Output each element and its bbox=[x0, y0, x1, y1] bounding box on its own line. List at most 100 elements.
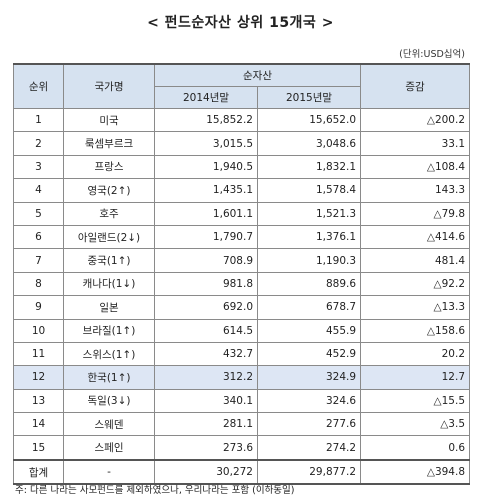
header-2015: 2015년말 bbox=[256, 86, 362, 109]
fund-assets-table: 순위 국가명 순자산 증감 2014년말 2015년말 1 미국 15,852.2 1… bbox=[13, 63, 471, 486]
value-2014-cell: 1,435.1 bbox=[154, 178, 258, 203]
header-net-assets: 순자산 bbox=[153, 63, 362, 87]
country-cell: 아일랜드(2↓) bbox=[63, 224, 155, 250]
rank-cell: 12 bbox=[13, 365, 64, 390]
change-cell: 12.7 bbox=[360, 365, 471, 390]
rank-cell: 6 bbox=[13, 224, 64, 250]
value-2015-cell: 889.6 bbox=[256, 271, 362, 297]
total-country-cell: - bbox=[63, 458, 155, 486]
value-2014-cell: 1,601.1 bbox=[154, 201, 258, 226]
value-2014-cell: 614.5 bbox=[154, 318, 258, 343]
unit-label: (단위:USD십억) bbox=[399, 49, 465, 60]
value-2015-cell: 274.2 bbox=[256, 435, 362, 461]
value-2015-cell: 277.6 bbox=[256, 412, 362, 437]
change-cell: △108.4 bbox=[360, 154, 471, 180]
footnote: 주: 다른 나라는 사모펀드를 제외하였으나, 우리나라는 포함 (이하동일) bbox=[15, 485, 295, 496]
total-label-cell: 합계 bbox=[13, 458, 64, 486]
value-2014-cell: 692.0 bbox=[154, 295, 258, 320]
total-change-cell: △394.8 bbox=[360, 458, 471, 486]
country-cell: 스웨덴 bbox=[63, 412, 155, 437]
table-row: 4 영국(2↑) 1,435.1 1,578.4 143.3 bbox=[13, 178, 471, 203]
value-2015-cell: 15,652.0 bbox=[256, 107, 362, 133]
table-row: 8 캐나다(1↓) 981.8 889.6 △92.2 bbox=[13, 271, 471, 297]
value-2014-cell: 432.7 bbox=[154, 341, 258, 367]
table-row: 11 스위스(1↑) 432.7 452.9 20.2 bbox=[13, 341, 471, 367]
change-cell: △3.5 bbox=[360, 412, 471, 437]
table-row: 15 스페인 273.6 274.2 0.6 bbox=[13, 435, 471, 461]
change-cell: △13.3 bbox=[360, 295, 471, 320]
country-cell: 중국(1↑) bbox=[63, 248, 155, 273]
table-body: 1 미국 15,852.2 15,652.0 △200.2 2 룩셈부르크 3,015.5 3,… bbox=[13, 107, 471, 486]
change-cell: △15.5 bbox=[360, 388, 471, 414]
table-row: 14 스웨덴 281.1 277.6 △3.5 bbox=[13, 412, 471, 437]
total-row: 합계 -30,272 29,877.2 △394.8 bbox=[13, 458, 471, 486]
rank-cell: 1 bbox=[13, 107, 64, 133]
country-cell: 호주 bbox=[63, 201, 155, 226]
table-row: 6 아일랜드(2↓) 1,790.7 1,376.1 △414.6 bbox=[13, 224, 471, 250]
rank-cell: 13 bbox=[13, 388, 64, 414]
header-change: 증감 bbox=[360, 63, 471, 109]
table-row: 10 브라질(1↑) 614.5 455.9 △158.6 bbox=[13, 318, 471, 343]
value-2014-cell: 1,790.7 bbox=[154, 224, 258, 250]
rank-cell: 5 bbox=[13, 201, 64, 226]
change-cell: 33.1 bbox=[360, 131, 471, 156]
country-cell: 캐나다(1↓) bbox=[63, 271, 155, 297]
table-row: 3 프랑스 1,940.5 1,832.1 △108.4 bbox=[13, 154, 471, 180]
change-cell: 20.2 bbox=[360, 341, 471, 367]
change-cell: 481.4 bbox=[360, 248, 471, 273]
country-cell: 스위스(1↑) bbox=[63, 341, 155, 367]
value-2014-cell: 981.8 bbox=[154, 271, 258, 297]
country-cell: 독일(3↓) bbox=[63, 388, 155, 414]
country-cell: 미국 bbox=[63, 107, 155, 133]
value-2015-cell: 452.9 bbox=[256, 341, 362, 367]
rank-cell: 2 bbox=[13, 131, 64, 156]
value-2014-cell: 15,852.2 bbox=[154, 107, 258, 133]
rank-cell: 4 bbox=[13, 178, 64, 203]
rank-cell: 3 bbox=[13, 154, 64, 180]
value-2014-cell: 281.1 bbox=[154, 412, 258, 437]
country-cell: 영국(2↑) bbox=[63, 178, 155, 203]
header-2014: 2014년말 bbox=[154, 86, 258, 109]
table-row: 2 룩셈부르크 3,015.5 3,048.6 33.1 bbox=[13, 131, 471, 156]
table-row: 9 일본 692.0 678.7 △13.3 bbox=[13, 295, 471, 320]
value-2015-cell: 3,048.6 bbox=[256, 131, 362, 156]
value-2014-cell: 273.6 bbox=[154, 435, 258, 461]
header-country: 국가명 bbox=[63, 63, 155, 109]
value-2014-cell: 708.9 bbox=[154, 248, 258, 273]
value-2014-cell: 312.2 bbox=[154, 365, 258, 390]
rank-cell: 9 bbox=[13, 295, 64, 320]
value-2014-cell: 1,940.5 bbox=[154, 154, 258, 180]
country-cell: 일본 bbox=[63, 295, 155, 320]
table-row: 5 호주 1,601.1 1,521.3 △79.8 bbox=[13, 201, 471, 226]
table-row: 1 미국 15,852.2 15,652.0 △200.2 bbox=[13, 107, 471, 133]
value-2014-cell: 3,015.5 bbox=[154, 131, 258, 156]
value-2015-cell: 1,376.1 bbox=[256, 224, 362, 250]
header-rank: 순위 bbox=[13, 63, 64, 109]
change-cell: △158.6 bbox=[360, 318, 471, 343]
country-cell: 룩셈부르크 bbox=[63, 131, 155, 156]
value-2015-cell: 1,521.3 bbox=[256, 201, 362, 226]
change-cell: 0.6 bbox=[360, 435, 471, 461]
country-cell: 프랑스 bbox=[63, 154, 155, 180]
value-2015-cell: 455.9 bbox=[256, 318, 362, 343]
change-cell: △79.8 bbox=[360, 201, 471, 226]
table-row: 13 독일(3↓) 340.1 324.6 △15.5 bbox=[13, 388, 471, 414]
change-cell: 143.3 bbox=[360, 178, 471, 203]
table-row: 12 한국(1↑) 312.2 324.9 12.7 bbox=[13, 365, 471, 390]
rank-cell: 14 bbox=[13, 412, 64, 437]
value-2014-cell: 340.1 bbox=[154, 388, 258, 414]
value-2015-cell: 1,578.4 bbox=[256, 178, 362, 203]
rank-cell: 11 bbox=[13, 341, 64, 367]
change-cell: △92.2 bbox=[360, 271, 471, 297]
rank-cell: 10 bbox=[13, 318, 64, 343]
country-cell: 한국(1↑) bbox=[63, 365, 155, 390]
rank-cell: 15 bbox=[13, 435, 64, 461]
value-2015-cell: 678.7 bbox=[256, 295, 362, 320]
total-2014-cell: 30,272 bbox=[154, 458, 258, 486]
country-cell: 스페인 bbox=[63, 435, 155, 461]
country-cell: 브라질(1↑) bbox=[63, 318, 155, 343]
change-cell: △414.6 bbox=[360, 224, 471, 250]
rank-cell: 8 bbox=[13, 271, 64, 297]
total-2015-cell: 29,877.2 bbox=[256, 458, 362, 486]
table-row: 7 중국(1↑) 708.9 1,190.3 481.4 bbox=[13, 248, 471, 273]
